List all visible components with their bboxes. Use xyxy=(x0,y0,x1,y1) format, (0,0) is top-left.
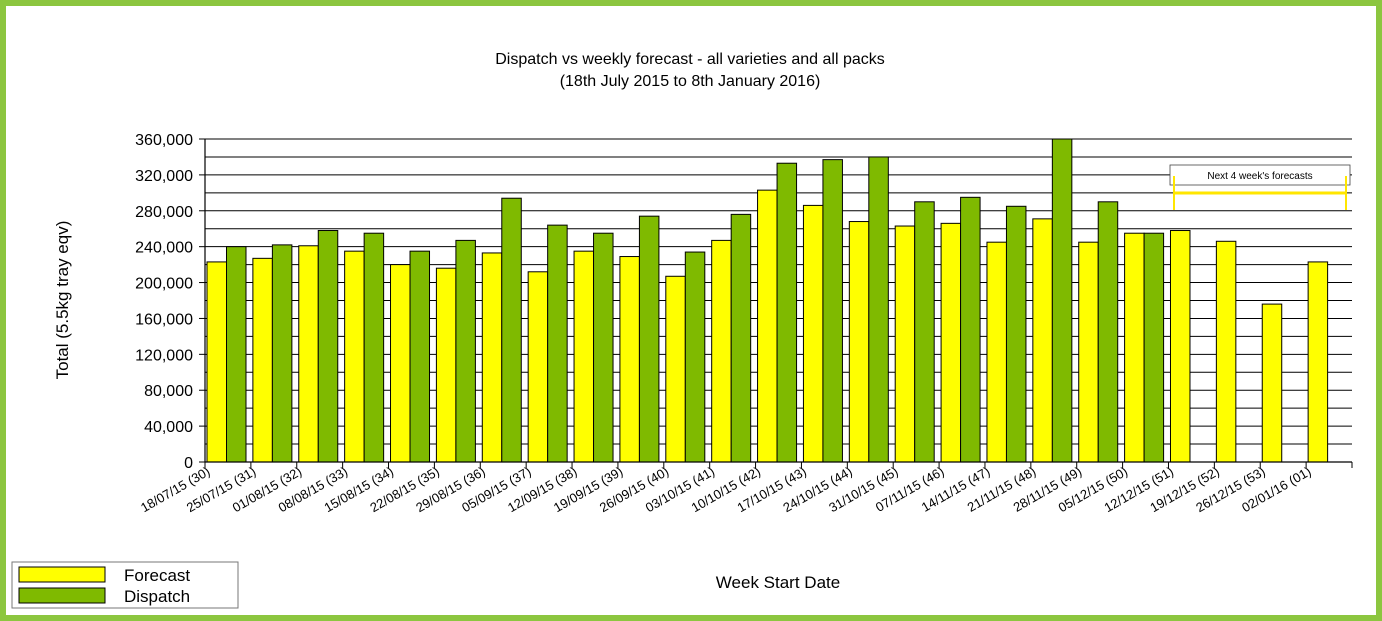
dispatch-bar xyxy=(914,201,935,463)
legend-swatch-dispatch xyxy=(18,587,106,604)
forecast-bar xyxy=(894,225,916,463)
chart-title: Dispatch vs weekly forecast - all variet… xyxy=(495,51,885,68)
dispatch-bar xyxy=(684,251,706,463)
forecast-bar xyxy=(1169,230,1191,463)
forecast-bar xyxy=(757,189,778,463)
dispatch-bar xyxy=(730,213,752,463)
y-tick-label: 360,000 xyxy=(135,132,193,149)
dispatch-bar xyxy=(638,215,660,463)
annotation-text: Next 4 week's forecasts xyxy=(1207,171,1312,182)
y-tick-label: 240,000 xyxy=(135,240,193,257)
y-tick-label: 120,000 xyxy=(135,347,193,364)
dispatch-bar xyxy=(547,224,568,463)
forecast-bar xyxy=(344,250,365,463)
dispatch-bar xyxy=(271,244,293,463)
forecast-bar xyxy=(1215,240,1237,463)
legend: Forecast Dispatch xyxy=(11,561,239,609)
y-tick-labels: 0 40,000 80,000 120,000 160,000 200,000 240,00… xyxy=(135,132,205,472)
legend-label-dispatch: Dispatch xyxy=(124,587,190,606)
y-tick-label: 40,000 xyxy=(144,419,193,436)
forecast-bar xyxy=(848,221,870,463)
forecast-bar xyxy=(940,222,962,463)
dispatch-bar xyxy=(409,250,431,463)
forecast-bar xyxy=(390,264,411,463)
forecast-bar xyxy=(252,257,273,463)
forecast-bar xyxy=(1078,241,1099,463)
dispatch-bar xyxy=(1051,138,1073,463)
forecast-annotation: Next 4 week's forecasts xyxy=(1169,164,1351,210)
y-tick-label: 200,000 xyxy=(135,276,193,293)
y-tick-label: 0 xyxy=(184,455,193,472)
forecast-bar xyxy=(986,241,1007,463)
forecast-bar xyxy=(665,275,686,463)
forecast-bar xyxy=(1124,232,1145,463)
forecast-bar xyxy=(435,267,457,463)
forecast-bar xyxy=(527,271,549,463)
dispatch-bar xyxy=(317,230,339,463)
y-axis-label: Total (5.5kg tray eqv) xyxy=(53,221,72,380)
forecast-bar xyxy=(802,204,824,463)
forecast-bar xyxy=(573,250,595,463)
legend-label-forecast: Forecast xyxy=(124,566,190,585)
dispatch-bar xyxy=(1143,232,1165,463)
forecast-bar xyxy=(481,252,503,463)
y-tick-label: 80,000 xyxy=(144,383,193,400)
forecast-bar xyxy=(711,239,732,463)
chart-subtitle: (18th July 2015 to 8th January 2016) xyxy=(560,73,821,90)
legend-swatch-forecast xyxy=(18,566,106,583)
dispatch-bar xyxy=(1097,201,1119,463)
forecast-bar xyxy=(206,261,227,463)
dispatch-bar xyxy=(868,156,889,463)
x-axis-label: Week Start Date xyxy=(716,573,840,592)
dispatch-bar xyxy=(593,232,614,463)
dispatch-bar xyxy=(960,196,981,463)
forecast-bar xyxy=(1261,303,1283,463)
y-tick-label: 280,000 xyxy=(135,204,193,221)
dispatch-bar xyxy=(822,159,843,463)
y-tick-label: 320,000 xyxy=(135,168,193,185)
dispatch-bar xyxy=(226,246,247,463)
forecast-bar xyxy=(1032,218,1053,463)
dispatch-bar xyxy=(776,162,798,463)
dispatch-bar xyxy=(363,232,385,463)
bars xyxy=(206,138,1329,463)
x-tick-labels: 18/07/15 (30)25/07/15 (31)01/08/15 (32)0… xyxy=(138,462,1353,515)
forecast-bar xyxy=(1307,261,1329,463)
forecast-bar xyxy=(298,245,319,463)
forecast-bar xyxy=(619,256,640,463)
dispatch-bar xyxy=(1005,205,1027,463)
annotation-box xyxy=(1169,164,1351,186)
y-tick-label: 160,000 xyxy=(135,311,193,328)
dispatch-bar xyxy=(501,197,522,463)
dispatch-bar xyxy=(455,239,476,463)
